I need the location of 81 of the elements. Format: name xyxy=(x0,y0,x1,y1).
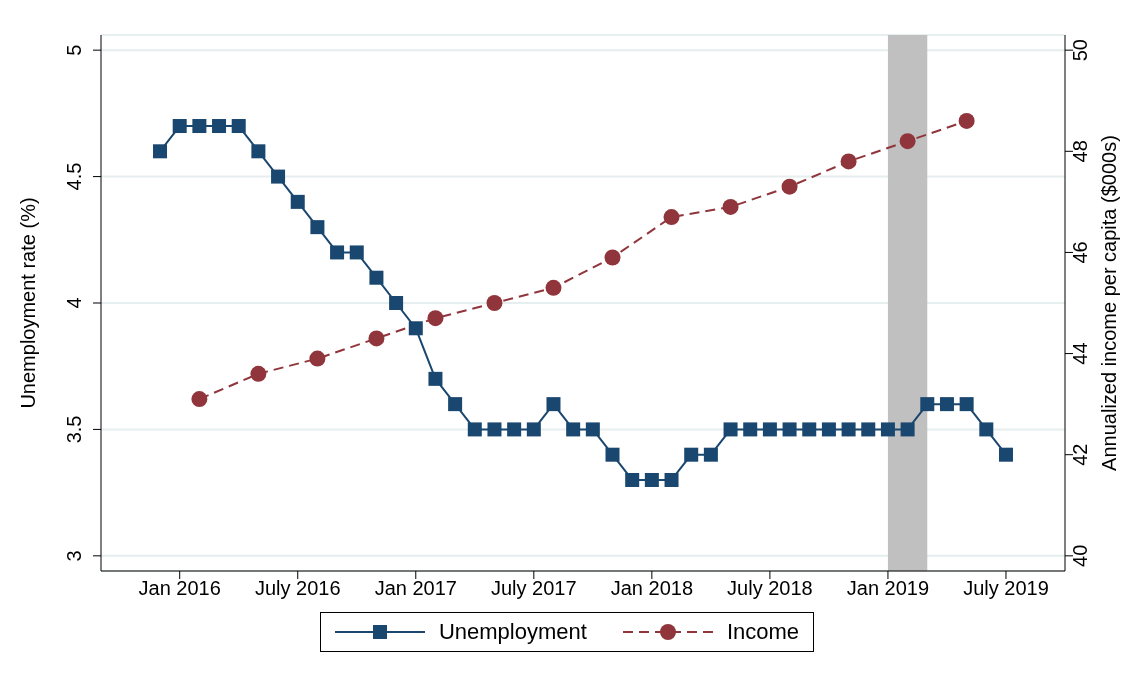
y-tick-label: 3 xyxy=(63,550,85,562)
y-tick-label: 3.5 xyxy=(63,415,85,444)
x-tick-label: Jan 2017 xyxy=(374,577,457,600)
y-tick-label: 5 xyxy=(63,44,85,56)
point xyxy=(566,422,581,437)
point xyxy=(959,397,974,412)
y-axis-title: Unemployment rate (%) xyxy=(17,197,40,409)
x-tick-label: July 2018 xyxy=(727,577,813,600)
x-tick-label: Jan 2019 xyxy=(846,577,930,600)
point xyxy=(605,447,620,462)
point xyxy=(841,422,856,437)
y2-tick-label: 50 xyxy=(1069,39,1091,62)
point xyxy=(900,422,915,437)
point xyxy=(743,422,758,437)
point xyxy=(899,133,916,150)
point xyxy=(487,422,502,437)
y2-tick-label: 42 xyxy=(1069,443,1091,466)
y2-tick-label: 44 xyxy=(1069,342,1091,365)
point xyxy=(192,119,207,134)
point xyxy=(271,169,286,184)
point xyxy=(486,295,503,311)
y-tick-label: 4 xyxy=(63,297,85,309)
x-tick-label: Jan 2018 xyxy=(610,577,694,600)
point xyxy=(389,296,404,310)
point xyxy=(546,397,561,412)
point xyxy=(684,447,699,462)
point xyxy=(664,472,679,487)
point xyxy=(172,119,187,134)
point xyxy=(251,144,266,159)
point xyxy=(427,310,444,327)
y-tick-label: 4.5 xyxy=(63,162,85,191)
point xyxy=(663,209,680,226)
point xyxy=(526,422,541,437)
point xyxy=(250,365,267,382)
point xyxy=(821,422,836,437)
point xyxy=(231,119,246,134)
x-tick-label: July 2016 xyxy=(254,577,341,600)
y2-tick-label: 40 xyxy=(1069,544,1091,567)
point xyxy=(958,112,975,129)
point xyxy=(507,422,522,437)
point xyxy=(861,422,876,437)
y2-tick-label: 48 xyxy=(1069,140,1091,163)
legend-label: Income xyxy=(726,619,800,645)
point xyxy=(840,153,857,170)
point xyxy=(644,472,659,487)
point xyxy=(349,245,364,260)
point xyxy=(212,119,227,134)
point xyxy=(625,472,640,487)
point xyxy=(703,447,718,462)
y2-tick-label: 46 xyxy=(1069,241,1091,264)
point xyxy=(290,194,305,209)
point xyxy=(998,447,1013,462)
point xyxy=(369,270,384,285)
point xyxy=(722,198,739,215)
point xyxy=(545,279,562,296)
point xyxy=(920,397,935,412)
point xyxy=(309,350,326,367)
point xyxy=(762,422,777,437)
point xyxy=(585,422,600,437)
point xyxy=(939,397,954,412)
point xyxy=(330,245,345,260)
x-tick-label: July 2017 xyxy=(491,577,577,600)
point xyxy=(781,178,798,195)
point xyxy=(310,220,325,235)
legend-label: Unemployment xyxy=(438,619,587,645)
point xyxy=(368,330,385,347)
x-tick-label: Jan 2016 xyxy=(138,577,221,600)
point xyxy=(428,371,443,386)
point xyxy=(467,422,482,437)
point xyxy=(153,144,168,159)
point xyxy=(802,422,817,437)
y2-axis-title: Annualized income per capita ($000s) xyxy=(1098,135,1120,471)
point xyxy=(604,249,621,266)
point xyxy=(448,397,463,412)
x-tick-label: July 2019 xyxy=(963,577,1049,600)
point xyxy=(723,422,738,437)
point xyxy=(408,321,423,336)
point xyxy=(782,422,797,437)
point xyxy=(191,391,208,408)
point xyxy=(979,422,994,437)
point xyxy=(880,422,895,437)
